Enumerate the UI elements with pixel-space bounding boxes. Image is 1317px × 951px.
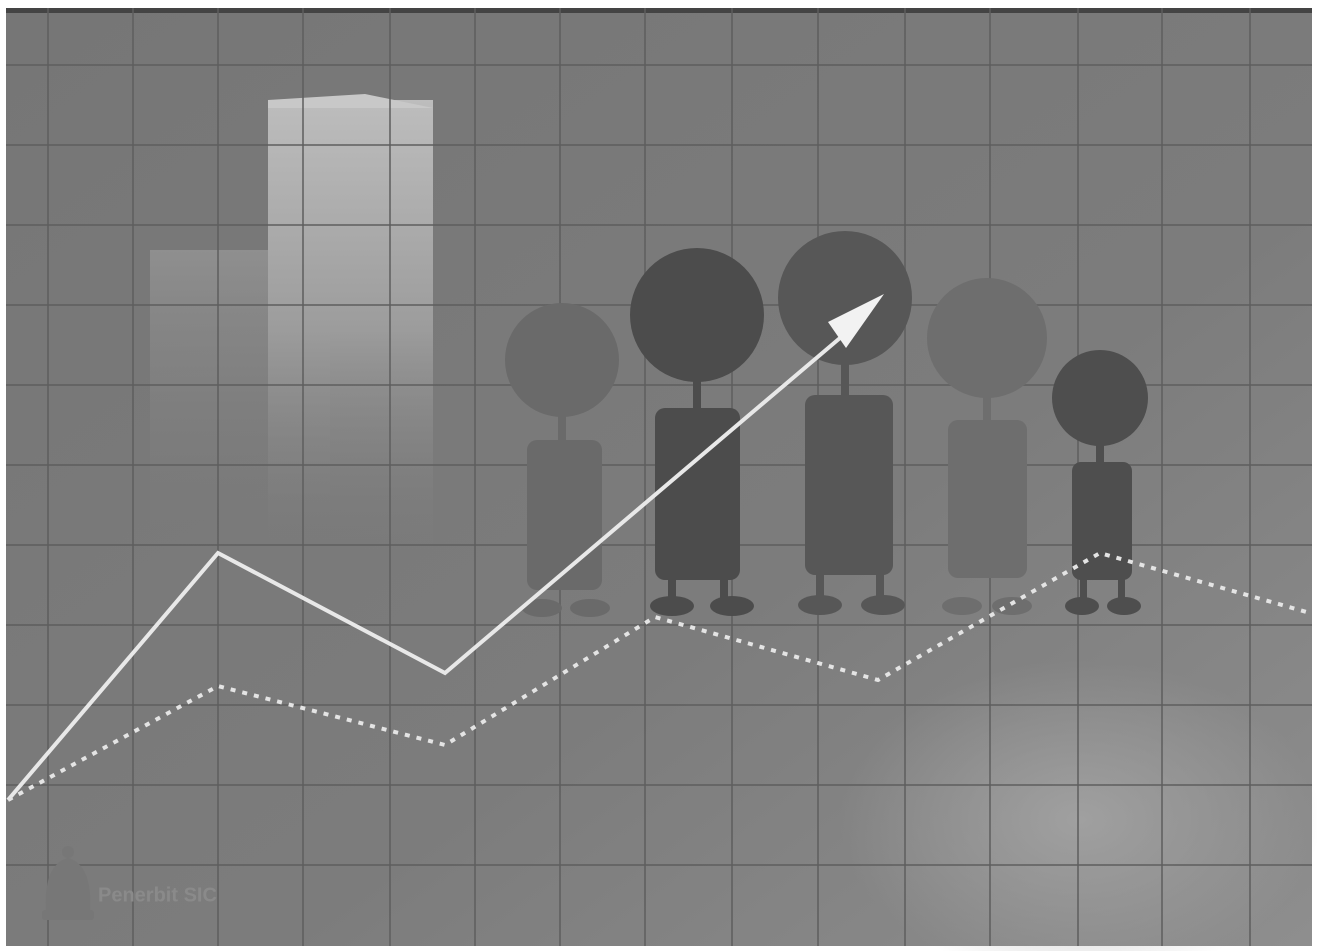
arrow-head (828, 294, 884, 348)
bar-top (268, 94, 433, 108)
watermark-text: Penerbit SIC (98, 884, 217, 906)
logo (42, 846, 94, 920)
trend-line (6, 336, 842, 802)
top-border (6, 8, 1312, 13)
figure (1052, 350, 1148, 615)
figure (505, 303, 619, 617)
figure (927, 278, 1047, 615)
figure (778, 231, 912, 615)
background-bar (268, 100, 433, 560)
figure (630, 248, 764, 616)
